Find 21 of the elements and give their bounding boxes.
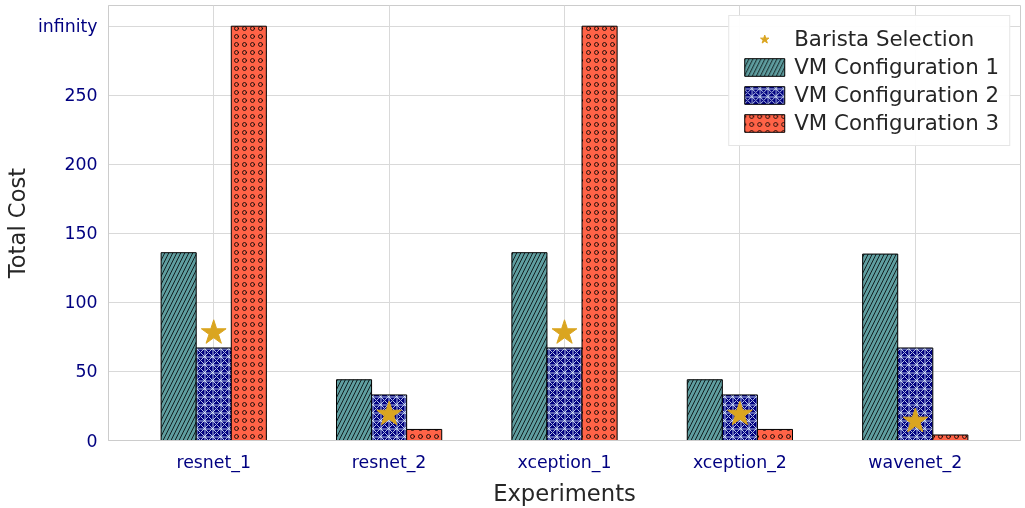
x-tick-label: xception_1 [517, 451, 612, 473]
x-tick-label: xception_2 [692, 451, 787, 473]
legend-label: Barista Selection [794, 26, 975, 51]
x-tick-label: resnet_1 [176, 451, 252, 473]
y-tick-label: 150 [64, 223, 98, 244]
point [200, 319, 227, 344]
y-tick-label: 200 [64, 154, 98, 175]
x-tick-label: resnet_2 [351, 451, 427, 473]
legend-label: VM Configuration 3 [794, 110, 999, 135]
y-tick-label: 0 [86, 430, 98, 451]
point [902, 407, 929, 433]
y-tick-label: infinity [37, 16, 98, 37]
y-tick-label: 100 [64, 292, 98, 313]
legend-label: VM Configuration 2 [794, 82, 999, 107]
x-axis-title: Experiments [493, 479, 636, 506]
point [551, 319, 578, 344]
y-axis-title: Total Cost [3, 167, 30, 280]
x-tick-label: wavenet_2 [868, 451, 963, 473]
y-tick-label: 250 [64, 85, 98, 106]
legend-label: VM Configuration 1 [794, 54, 999, 79]
y-tick-label: 50 [75, 361, 98, 382]
